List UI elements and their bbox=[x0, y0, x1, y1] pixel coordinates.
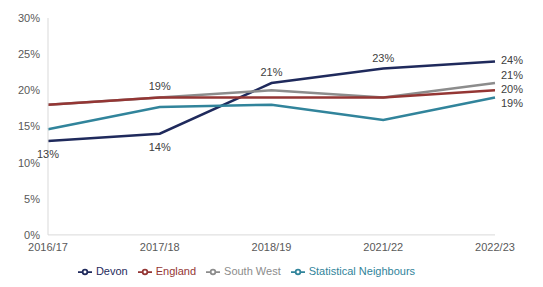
svg-text:30%: 30% bbox=[18, 12, 40, 24]
svg-text:2017/18: 2017/18 bbox=[140, 241, 180, 253]
svg-text:2016/17: 2016/17 bbox=[28, 241, 68, 253]
html-text:South West: South West bbox=[224, 264, 281, 277]
svg-text:2018/19: 2018/19 bbox=[252, 241, 292, 253]
svg-text:23%: 23% bbox=[372, 52, 394, 64]
svg-text:19%: 19% bbox=[149, 80, 171, 92]
svg-text:14%: 14% bbox=[149, 141, 171, 153]
html-text:England: England bbox=[155, 264, 196, 277]
svg-text:21%: 21% bbox=[260, 66, 282, 78]
svg-text:13%: 13% bbox=[37, 148, 59, 160]
svg-text:24%: 24% bbox=[501, 54, 523, 66]
html-text:Devon: Devon bbox=[95, 264, 128, 277]
svg-text:15%: 15% bbox=[18, 120, 40, 132]
svg-text:19%: 19% bbox=[501, 97, 523, 109]
svg-text:20%: 20% bbox=[501, 83, 523, 95]
svg-text:5%: 5% bbox=[24, 193, 40, 205]
svg-text:2022/23: 2022/23 bbox=[475, 241, 515, 253]
svg-text:25%: 25% bbox=[18, 48, 40, 60]
svg-text:21%: 21% bbox=[501, 69, 523, 81]
svg-text:0%: 0% bbox=[24, 229, 40, 241]
svg-text:2021/22: 2021/22 bbox=[363, 241, 403, 253]
html-text:Statistical Neighbours: Statistical Neighbours bbox=[308, 264, 416, 277]
svg-text:20%: 20% bbox=[18, 84, 40, 96]
svg-text:10%: 10% bbox=[18, 156, 40, 169]
